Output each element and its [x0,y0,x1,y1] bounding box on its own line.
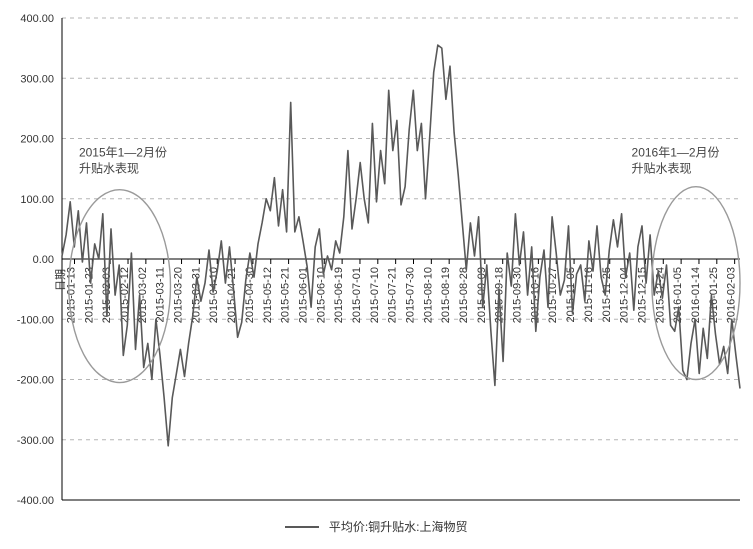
svg-text:2015-08-19: 2015-08-19 [440,267,452,323]
svg-text:2015-08-10: 2015-08-10 [422,267,434,323]
svg-text:升贴水表现: 升贴水表现 [79,162,139,176]
svg-text:-400.00: -400.00 [17,495,54,507]
svg-text:2015-12-04: 2015-12-04 [619,267,631,323]
svg-text:2015-07-01: 2015-07-01 [351,267,363,323]
svg-text:300.00: 300.00 [20,73,54,85]
svg-text:200.00: 200.00 [20,134,54,146]
legend-line [285,526,319,528]
svg-text:2015-09-30: 2015-09-30 [512,267,524,323]
legend: 平均价:铜升贴水:上海物贸 [0,518,753,535]
svg-text:400.00: 400.00 [20,13,54,25]
svg-text:-100.00: -100.00 [17,314,54,326]
svg-text:升贴水表现: 升贴水表现 [632,162,692,176]
svg-text:-300.00: -300.00 [17,435,54,447]
svg-text:2015-08-28: 2015-08-28 [458,267,470,323]
svg-text:2015-03-20: 2015-03-20 [173,267,185,323]
svg-text:2015-07-10: 2015-07-10 [369,267,381,323]
svg-text:2015-05-12: 2015-05-12 [262,267,274,323]
svg-text:0.00: 0.00 [33,254,54,266]
line-chart: -400.00 -300.00 -200.00 -100.00 0.00 100.00 20… [0,0,753,549]
svg-text:2015-04-10: 2015-04-10 [208,267,220,323]
svg-text:2016年1—2月份: 2016年1—2月份 [632,146,720,160]
svg-text:2016-02-03: 2016-02-03 [726,267,738,323]
svg-text:2015-03-11: 2015-03-11 [155,267,167,322]
svg-text:2015-07-21: 2015-07-21 [387,267,399,323]
svg-text:2015-06-19: 2015-06-19 [333,267,345,323]
svg-text:2015-06-10: 2015-06-10 [315,267,327,323]
svg-text:-200.00: -200.00 [17,375,54,387]
svg-text:2015年1—2月份: 2015年1—2月份 [79,146,167,160]
svg-text:100.00: 100.00 [20,194,54,206]
chart-svg: -400.00 -300.00 -200.00 -100.00 0.00 100.00 20… [0,0,753,549]
legend-label: 平均价:铜升贴水:上海物贸 [329,520,468,534]
svg-text:2015-07-30: 2015-07-30 [404,267,416,323]
svg-text:2015-05-21: 2015-05-21 [280,267,292,323]
svg-text:2016-01-14: 2016-01-14 [690,267,702,323]
